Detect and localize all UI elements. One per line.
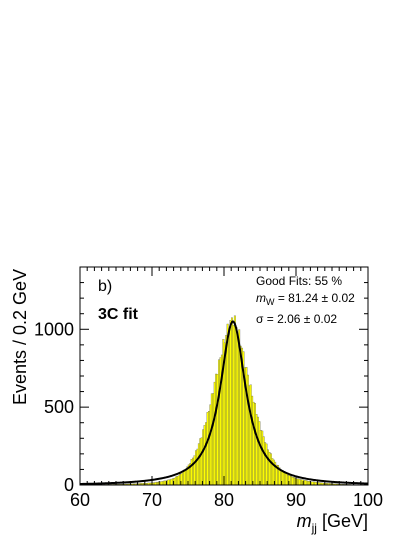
fit-curve — [79, 320, 369, 485]
x-axis-title: mjj [GeV] — [297, 511, 368, 535]
x-axis-ticks: 60 70 80 90 100 — [70, 267, 383, 510]
y-tick-label: 500 — [44, 397, 74, 417]
panel-label: b) — [98, 278, 112, 295]
x-tick-label: 90 — [286, 490, 306, 510]
good-fits-annotation: Good Fits: 55 % — [256, 274, 342, 288]
x-tick-label: 100 — [353, 490, 383, 510]
mw-annotation: mW = 81.24 ± 0.02 — [256, 291, 355, 307]
x-tick-label: 80 — [214, 490, 234, 510]
x-tick-label: 70 — [142, 490, 162, 510]
sigma-annotation: σ = 2.06 ± 0.02 — [256, 312, 337, 326]
x-tick-label: 60 — [70, 490, 90, 510]
y-tick-label: 0 — [64, 475, 74, 495]
y-tick-label: 1000 — [34, 319, 74, 339]
fit-label: 3C fit — [98, 306, 139, 323]
y-axis-ticks: 0 500 1000 — [34, 266, 368, 495]
y-axis-title: Events / 0.2 GeV — [10, 269, 30, 405]
histogram-series — [79, 315, 369, 486]
